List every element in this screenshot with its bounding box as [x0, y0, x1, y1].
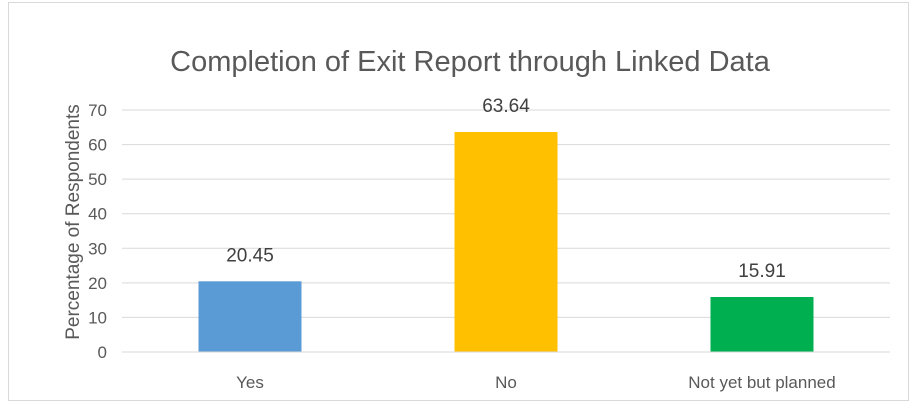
- y-tick-label: 40: [88, 205, 107, 224]
- y-axis-ticks: 0 10 20 30 40 50 60 70: [88, 101, 107, 362]
- x-tick-label: Not yet but planned: [688, 373, 835, 392]
- data-label: 63.64: [482, 96, 530, 117]
- y-tick-label: 50: [88, 170, 107, 189]
- bar: [710, 296, 814, 352]
- data-label: 15.91: [738, 261, 786, 282]
- y-tick-label: 10: [88, 308, 107, 327]
- bar: [454, 131, 558, 352]
- x-axis-ticks: Yes No Not yet but planned: [236, 373, 836, 392]
- chart-title: Completion of Exit Report through Linked…: [170, 46, 771, 78]
- data-labels: 20.45 63.64 15.91: [226, 96, 786, 282]
- bar: [198, 281, 302, 352]
- data-label: 20.45: [226, 245, 274, 266]
- x-tick-label: Yes: [236, 373, 264, 392]
- y-tick-label: 70: [88, 101, 107, 120]
- y-tick-label: 0: [98, 343, 107, 362]
- bars: [198, 131, 814, 352]
- y-tick-label: 20: [88, 274, 107, 293]
- y-axis-label: Percentage of Respondents: [63, 104, 84, 340]
- x-tick-label: No: [495, 373, 517, 392]
- y-tick-label: 30: [88, 239, 107, 258]
- y-tick-label: 60: [88, 136, 107, 155]
